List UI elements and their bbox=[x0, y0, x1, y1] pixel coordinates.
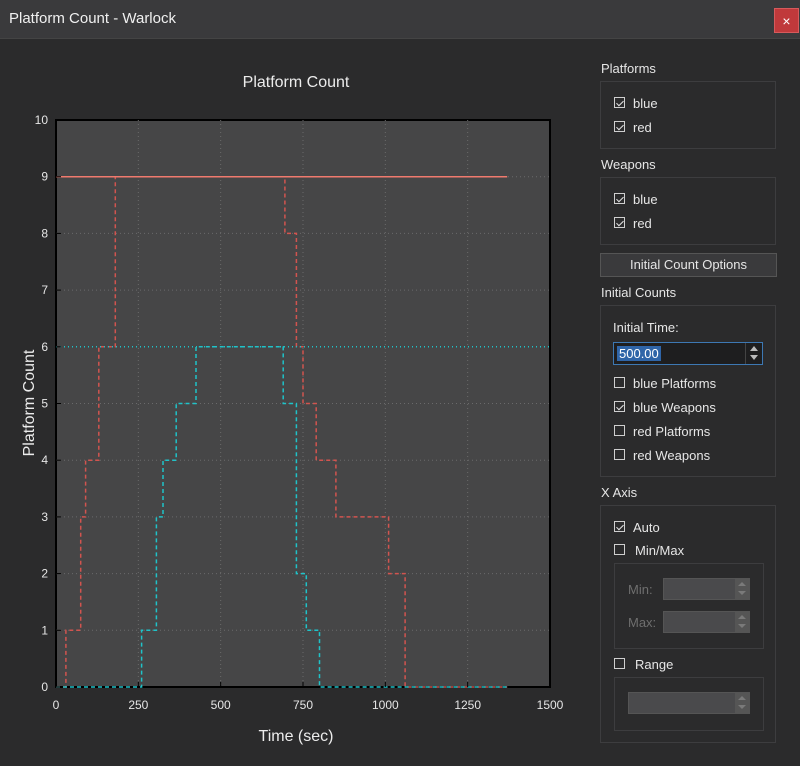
y-tick-label: 9 bbox=[41, 170, 48, 184]
x-axis-ticks: 0 250 500 750 1000 1250 1500 bbox=[53, 682, 564, 712]
x-tick-label: 500 bbox=[211, 698, 231, 712]
min-label: Min: bbox=[628, 582, 653, 597]
checkbox-icon bbox=[614, 425, 625, 436]
checkbox-label: Range bbox=[635, 657, 674, 672]
checkbox-label: red Weapons bbox=[633, 448, 711, 463]
checkbox-icon bbox=[614, 193, 625, 204]
checkbox-label: blue bbox=[633, 192, 658, 207]
y-tick-label: 6 bbox=[41, 340, 48, 354]
y-tick-label: 8 bbox=[41, 226, 48, 240]
spin-up-icon[interactable] bbox=[750, 346, 758, 351]
grid-lines bbox=[56, 120, 550, 687]
checkbox-label: red bbox=[633, 120, 652, 135]
checkbox-icon bbox=[614, 217, 625, 228]
min-spinbox[interactable] bbox=[663, 578, 750, 600]
y-tick-label: 10 bbox=[35, 113, 49, 127]
initial-count-options-button[interactable]: Initial Count Options bbox=[600, 253, 777, 277]
x-axis-group-title: X Axis bbox=[601, 485, 638, 500]
checkbox-icon bbox=[614, 121, 625, 132]
x-tick-label: 250 bbox=[128, 698, 148, 712]
x-axis-label: Time (sec) bbox=[259, 728, 334, 745]
spin-up-icon[interactable] bbox=[738, 582, 746, 586]
checkbox-label: blue bbox=[633, 96, 658, 111]
weapons-group-title: Weapons bbox=[601, 157, 656, 172]
y-tick-label: 1 bbox=[41, 623, 48, 637]
platforms-group-title: Platforms bbox=[601, 61, 656, 76]
spin-arrows[interactable] bbox=[735, 579, 749, 599]
y-tick-label: 4 bbox=[41, 453, 48, 467]
range-subgroup bbox=[614, 677, 764, 731]
checkbox-icon bbox=[614, 521, 625, 532]
checkbox-icon bbox=[614, 544, 625, 555]
checkbox-icon bbox=[614, 401, 625, 412]
x-tick-label: 750 bbox=[293, 698, 313, 712]
y-tick-label: 2 bbox=[41, 567, 48, 581]
spin-down-icon[interactable] bbox=[750, 355, 758, 360]
y-tick-label: 7 bbox=[41, 283, 48, 297]
weapons-group: blue red bbox=[600, 177, 776, 245]
checkbox-icon bbox=[614, 449, 625, 460]
y-tick-label: 3 bbox=[41, 510, 48, 524]
y-tick-label: 0 bbox=[41, 680, 48, 694]
checkbox-icon bbox=[614, 377, 625, 388]
initial-time-value[interactable]: 500.00 bbox=[617, 346, 661, 361]
y-axis-ticks: 0 1 2 3 4 5 6 7 8 9 10 bbox=[35, 113, 61, 694]
chart-title: Platform Count bbox=[243, 74, 350, 91]
series-line-0 bbox=[56, 175, 508, 688]
platform-count-chart: Platform Count 0 250 500 750 1000 1250 1500 0 1… bbox=[21, 74, 564, 745]
checkbox-label: red Platforms bbox=[633, 424, 711, 439]
checkbox-label: blue Weapons bbox=[633, 400, 716, 415]
title-bar: Platform Count - Warlock × bbox=[0, 0, 800, 39]
spin-arrows[interactable] bbox=[735, 612, 749, 632]
x-tick-label: 1000 bbox=[372, 698, 399, 712]
checkbox-icon bbox=[614, 97, 625, 108]
close-button[interactable]: × bbox=[774, 8, 799, 33]
x-axis-group: Auto Min/Max Min: Max: Range bbox=[600, 505, 776, 743]
initial-counts-group-title: Initial Counts bbox=[601, 285, 677, 300]
initial-time-label: Initial Time: bbox=[613, 320, 679, 335]
y-tick-label: 5 bbox=[41, 397, 48, 411]
spin-arrows[interactable] bbox=[745, 343, 762, 364]
x-tick-label: 1250 bbox=[454, 698, 481, 712]
initial-counts-group: Initial Time: blue Platforms blue Weapon… bbox=[600, 305, 776, 477]
max-label: Max: bbox=[628, 615, 657, 630]
plot-area bbox=[55, 119, 551, 688]
minmax-subgroup: Min: Max: bbox=[614, 563, 764, 649]
spin-down-icon[interactable] bbox=[738, 705, 746, 709]
y-axis-label: Platform Count bbox=[21, 349, 38, 456]
max-spinbox[interactable] bbox=[663, 611, 750, 633]
checkbox-icon bbox=[614, 658, 625, 669]
spin-up-icon[interactable] bbox=[738, 615, 746, 619]
series-group bbox=[56, 175, 550, 688]
platforms-group: blue red bbox=[600, 81, 776, 149]
checkbox-label: blue Platforms bbox=[633, 376, 717, 391]
spin-arrows[interactable] bbox=[735, 693, 749, 713]
spin-up-icon[interactable] bbox=[738, 696, 746, 700]
x-tick-label: 0 bbox=[53, 698, 60, 712]
series-line-1 bbox=[56, 346, 508, 688]
spin-down-icon[interactable] bbox=[738, 624, 746, 628]
checkbox-label: red bbox=[633, 216, 652, 231]
x-tick-label: 1500 bbox=[537, 698, 564, 712]
checkbox-label: Min/Max bbox=[635, 543, 685, 558]
spin-down-icon[interactable] bbox=[738, 591, 746, 595]
initial-time-spinbox[interactable]: 500.00 bbox=[613, 342, 763, 365]
range-spinbox[interactable] bbox=[628, 692, 750, 714]
checkbox-label: Auto bbox=[633, 520, 660, 535]
window-title: Platform Count - Warlock bbox=[9, 10, 176, 27]
